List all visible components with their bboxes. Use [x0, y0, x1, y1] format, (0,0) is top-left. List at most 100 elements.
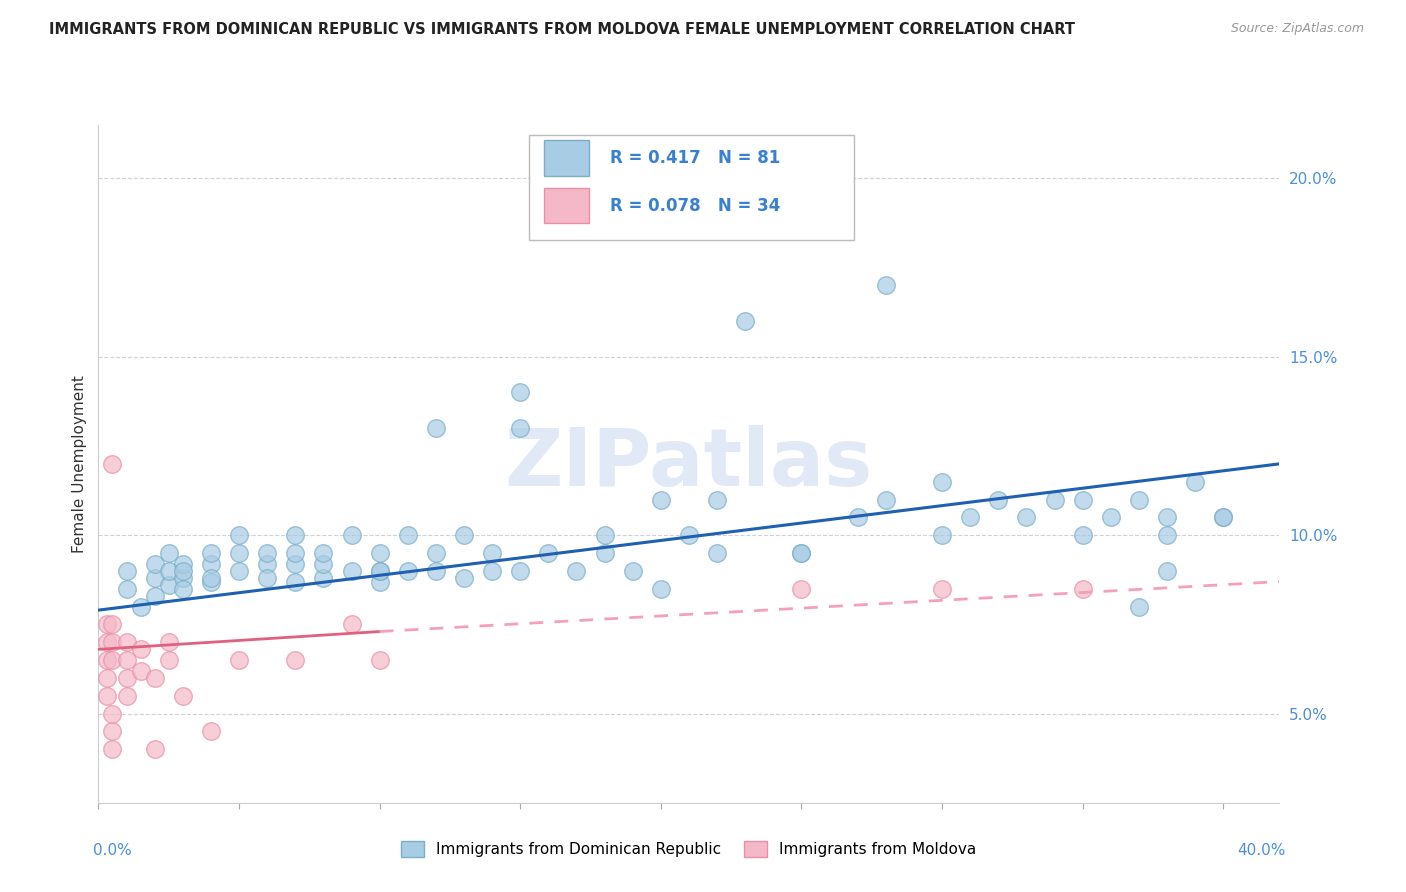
Point [1212, 510, 1234, 524]
Point [425, 546, 447, 560]
Point [115, 689, 138, 703]
Point [172, 571, 194, 585]
Point [509, 421, 531, 435]
Text: 40.0%: 40.0% [1237, 844, 1285, 858]
Point [96, 635, 118, 649]
Point [101, 742, 124, 756]
Point [256, 546, 278, 560]
Point [200, 571, 222, 585]
Point [157, 546, 180, 560]
Point [96, 671, 118, 685]
Point [509, 564, 531, 578]
Point [1043, 492, 1066, 507]
Point [284, 546, 307, 560]
Point [987, 492, 1010, 507]
Point [228, 528, 250, 542]
Point [312, 557, 335, 571]
Point [101, 617, 124, 632]
Point [312, 546, 335, 560]
Point [1071, 528, 1094, 542]
Text: IMMIGRANTS FROM DOMINICAN REPUBLIC VS IMMIGRANTS FROM MOLDOVA FEMALE UNEMPLOYMEN: IMMIGRANTS FROM DOMINICAN REPUBLIC VS IM… [49, 22, 1076, 37]
Point [565, 564, 588, 578]
Point [143, 742, 166, 756]
Text: 0.0%: 0.0% [93, 844, 131, 858]
Bar [544, 140, 589, 176]
Y-axis label: Female Unemployment: Female Unemployment [72, 375, 87, 553]
Point [1156, 510, 1178, 524]
Point [790, 582, 813, 596]
Point [1128, 599, 1150, 614]
Point [425, 564, 447, 578]
Point [256, 571, 278, 585]
Point [593, 546, 616, 560]
Point [200, 557, 222, 571]
Point [453, 528, 475, 542]
Point [1099, 510, 1122, 524]
Point [425, 421, 447, 435]
Text: ZIPatlas: ZIPatlas [505, 425, 873, 503]
Point [340, 617, 363, 632]
Point [284, 528, 307, 542]
Point [143, 571, 166, 585]
Point [200, 724, 222, 739]
Point [1212, 510, 1234, 524]
Point [481, 564, 503, 578]
Point [143, 671, 166, 685]
Point [115, 671, 138, 685]
Point [284, 574, 307, 589]
Point [340, 528, 363, 542]
Point [101, 724, 124, 739]
Point [650, 582, 672, 596]
Point [453, 571, 475, 585]
Point [115, 635, 138, 649]
Point [481, 546, 503, 560]
Point [706, 546, 728, 560]
Point [157, 578, 180, 592]
Bar [544, 188, 589, 223]
Point [1184, 475, 1206, 489]
Point [846, 510, 869, 524]
Point [706, 492, 728, 507]
Point [509, 385, 531, 400]
Point [284, 557, 307, 571]
Point [396, 528, 419, 542]
Point [96, 689, 118, 703]
Point [1071, 492, 1094, 507]
Point [678, 528, 700, 542]
Point [368, 653, 391, 667]
Point [312, 571, 335, 585]
Point [256, 557, 278, 571]
Legend: Immigrants from Dominican Republic, Immigrants from Moldova: Immigrants from Dominican Republic, Immi… [395, 835, 983, 863]
Point [115, 564, 138, 578]
Point [115, 653, 138, 667]
Point [101, 653, 124, 667]
Text: Source: ZipAtlas.com: Source: ZipAtlas.com [1230, 22, 1364, 36]
Point [172, 582, 194, 596]
Point [96, 653, 118, 667]
Point [734, 314, 756, 328]
Point [931, 475, 953, 489]
Point [368, 564, 391, 578]
Point [368, 546, 391, 560]
Point [368, 564, 391, 578]
Point [143, 557, 166, 571]
Point [931, 528, 953, 542]
Point [101, 706, 124, 721]
Point [129, 599, 152, 614]
Point [875, 278, 897, 293]
Point [790, 546, 813, 560]
Point [1071, 582, 1094, 596]
Point [228, 546, 250, 560]
Point [1128, 492, 1150, 507]
Point [96, 617, 118, 632]
Point [537, 546, 560, 560]
Point [101, 457, 124, 471]
Point [1156, 528, 1178, 542]
Point [200, 574, 222, 589]
Point [228, 653, 250, 667]
Point [1015, 510, 1038, 524]
Point [172, 689, 194, 703]
Point [157, 653, 180, 667]
Point [129, 664, 152, 678]
Point [228, 564, 250, 578]
